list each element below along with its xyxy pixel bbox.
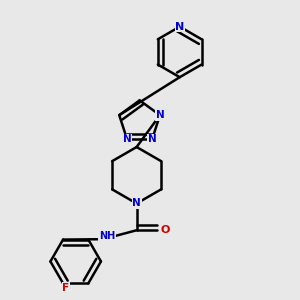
Text: N: N: [148, 134, 157, 144]
Text: O: O: [160, 225, 170, 235]
Text: N: N: [132, 199, 141, 208]
Text: NH: NH: [99, 231, 115, 241]
Text: N: N: [175, 22, 184, 32]
Text: F: F: [62, 283, 70, 293]
Text: N: N: [123, 134, 131, 144]
Text: N: N: [156, 110, 164, 120]
